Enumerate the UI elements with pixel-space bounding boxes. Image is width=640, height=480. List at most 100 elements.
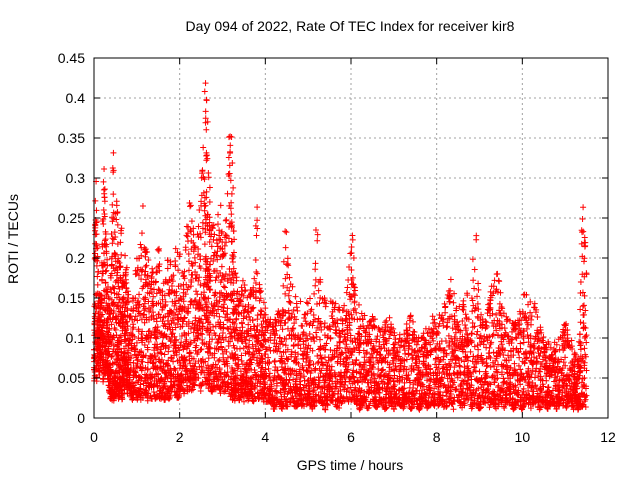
data-point xyxy=(275,345,282,352)
data-point xyxy=(249,317,256,324)
data-point xyxy=(213,252,220,259)
data-point xyxy=(290,325,297,332)
data-point xyxy=(190,355,197,362)
data-point xyxy=(218,339,225,346)
data-point xyxy=(250,323,257,330)
data-point xyxy=(251,369,258,376)
data-point xyxy=(199,336,206,343)
data-point xyxy=(261,375,268,382)
data-point xyxy=(282,228,289,235)
data-point xyxy=(231,344,238,351)
data-point xyxy=(265,360,272,367)
data-point xyxy=(262,366,269,373)
data-point xyxy=(153,290,160,297)
data-point xyxy=(210,258,217,265)
data-point xyxy=(230,253,237,260)
data-point xyxy=(219,292,226,299)
data-point xyxy=(197,330,204,337)
data-point xyxy=(275,308,282,315)
data-point xyxy=(231,236,238,243)
data-point xyxy=(148,354,155,361)
data-point xyxy=(103,267,110,274)
data-point xyxy=(298,396,305,403)
data-point xyxy=(206,372,213,379)
data-point xyxy=(180,272,187,279)
data-point xyxy=(197,281,204,288)
data-point xyxy=(221,284,228,291)
data-point xyxy=(272,394,279,401)
data-point xyxy=(212,277,219,284)
data-point xyxy=(263,346,270,353)
data-point xyxy=(172,261,179,268)
data-point xyxy=(279,341,286,348)
data-point xyxy=(197,252,204,259)
data-point xyxy=(117,239,124,246)
data-point xyxy=(129,326,136,333)
data-point xyxy=(201,241,208,248)
data-point xyxy=(228,199,235,206)
data-point xyxy=(217,370,224,377)
data-point xyxy=(171,365,178,372)
data-point xyxy=(296,336,303,343)
data-point xyxy=(201,289,208,296)
data-point xyxy=(296,378,303,385)
data-point xyxy=(109,253,116,260)
data-point xyxy=(199,331,206,338)
data-point xyxy=(206,321,213,328)
data-point xyxy=(144,397,151,404)
data-point xyxy=(222,217,229,224)
data-point xyxy=(110,149,117,156)
data-point xyxy=(99,311,106,318)
data-point xyxy=(243,314,250,321)
data-point xyxy=(139,328,146,335)
data-point xyxy=(110,308,117,315)
data-point xyxy=(214,340,221,347)
data-point xyxy=(210,236,217,243)
data-point xyxy=(238,320,245,327)
data-point xyxy=(138,375,145,382)
data-point xyxy=(295,341,302,348)
data-point xyxy=(279,405,286,412)
data-point xyxy=(158,350,165,357)
data-point xyxy=(157,376,164,383)
data-point xyxy=(272,364,279,371)
data-point xyxy=(138,276,145,283)
data-point xyxy=(168,354,175,361)
data-point xyxy=(226,170,233,177)
data-point xyxy=(123,264,130,271)
data-point xyxy=(173,288,180,295)
data-points xyxy=(91,80,590,413)
data-point xyxy=(224,354,231,361)
data-point xyxy=(169,316,176,323)
data-point xyxy=(240,398,247,405)
data-point xyxy=(189,386,196,393)
data-point xyxy=(246,313,253,320)
data-point xyxy=(115,291,122,298)
data-point xyxy=(197,265,204,272)
data-point xyxy=(122,271,129,278)
data-point xyxy=(203,96,210,103)
data-point xyxy=(238,382,245,389)
data-point xyxy=(177,362,184,369)
data-point xyxy=(181,314,188,321)
data-point xyxy=(259,324,266,331)
data-point xyxy=(108,231,115,238)
data-point xyxy=(161,380,168,387)
data-point xyxy=(221,242,228,249)
data-point xyxy=(205,174,212,181)
data-point xyxy=(276,348,283,355)
data-point xyxy=(195,223,202,230)
data-point xyxy=(241,329,248,336)
data-point xyxy=(173,306,180,313)
data-point xyxy=(225,316,232,323)
data-point xyxy=(262,317,269,324)
data-point xyxy=(271,357,278,364)
data-point xyxy=(302,311,309,318)
data-point xyxy=(99,356,106,363)
data-point xyxy=(224,311,231,318)
data-point xyxy=(101,194,108,201)
data-point xyxy=(120,294,127,301)
data-point xyxy=(189,363,196,370)
data-point xyxy=(257,383,264,390)
